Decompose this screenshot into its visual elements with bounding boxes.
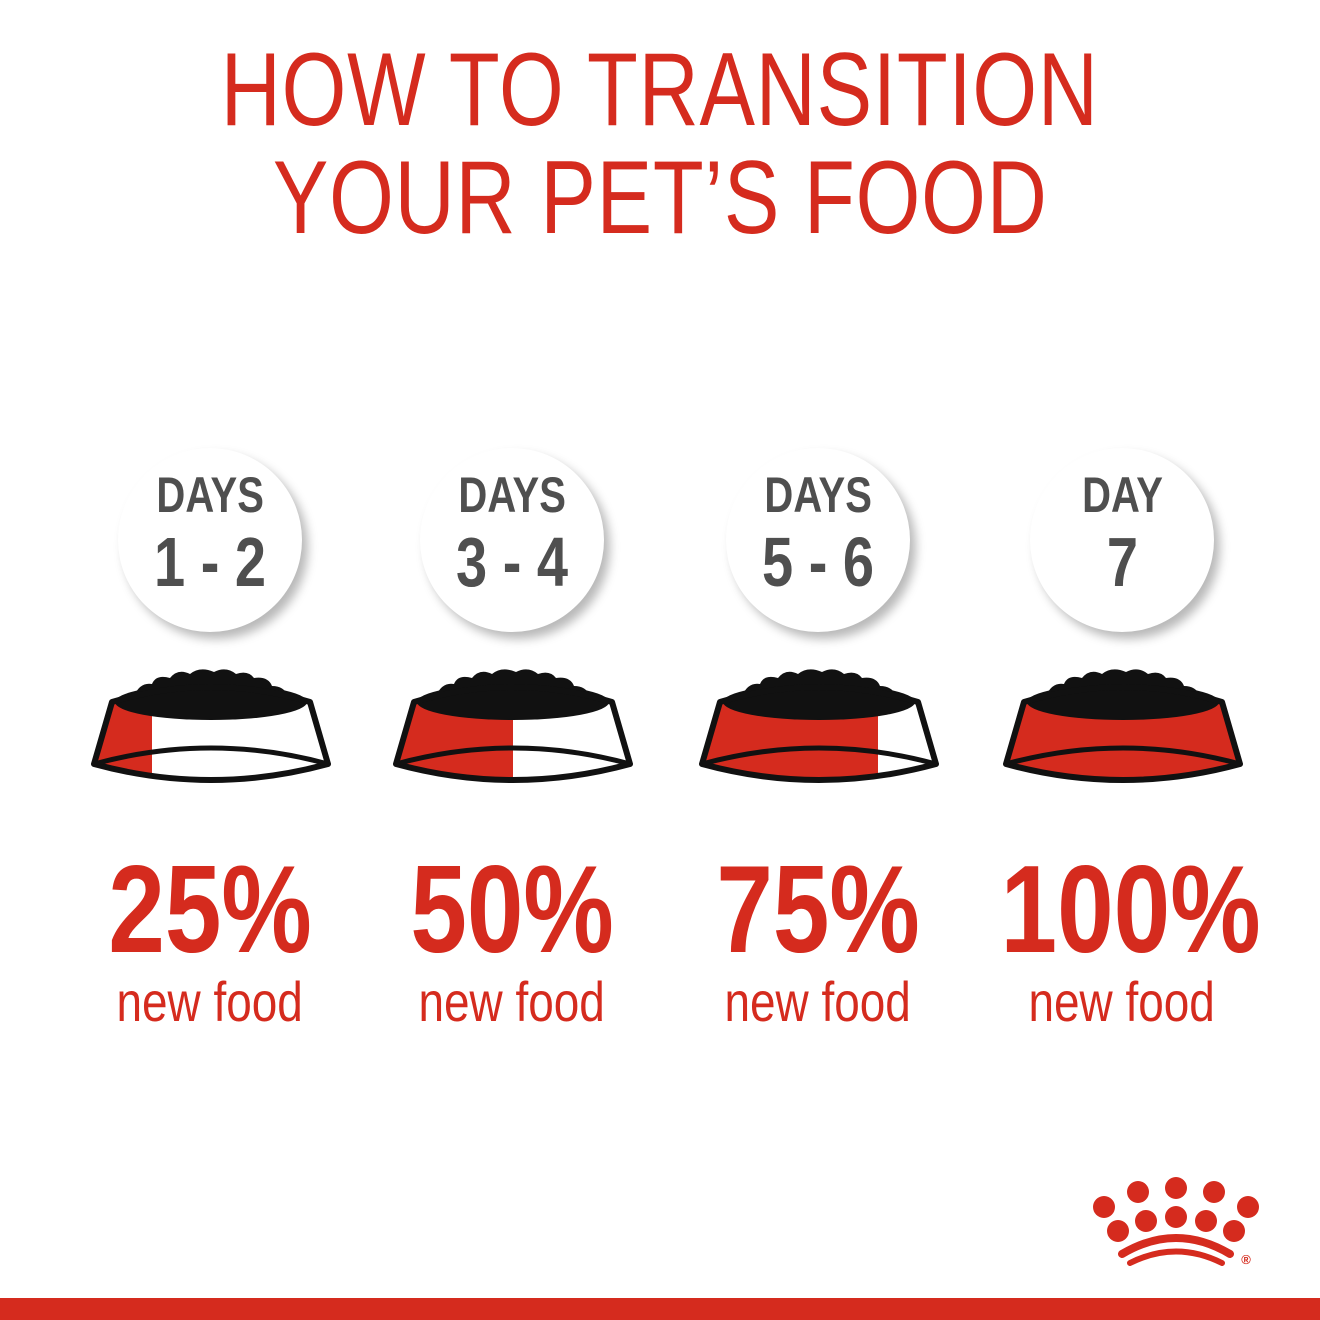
day-badge: DAYS 5 - 6 xyxy=(726,448,910,632)
day-range: 7 xyxy=(1106,523,1138,601)
day-badge: DAYS 3 - 4 xyxy=(420,448,604,632)
title-line-1: HOW TO TRANSITION xyxy=(220,32,1100,148)
day-label: DAY xyxy=(1081,467,1163,523)
new-food-caption: new food xyxy=(1028,970,1216,1033)
food-bowl-icon xyxy=(699,669,939,783)
new-food-percent: 25% xyxy=(108,841,312,979)
day-badge: DAY 7 xyxy=(1030,448,1214,632)
transition-step: DAYS 3 - 4 50% new food xyxy=(362,0,662,1100)
new-food-caption: new food xyxy=(724,970,912,1033)
new-food-percent: 100% xyxy=(1000,841,1261,979)
title-line-2: YOUR PET’S FOOD xyxy=(272,140,1048,256)
day-range: 5 - 6 xyxy=(761,523,875,601)
day-range: 3 - 4 xyxy=(455,523,569,601)
food-bowl-icon xyxy=(393,669,633,783)
transition-step: DAY 7 100% new food xyxy=(972,0,1272,1100)
day-label: DAYS xyxy=(156,467,264,523)
bottom-brand-bar xyxy=(0,1298,1320,1320)
day-label: DAYS xyxy=(764,467,872,523)
day-range: 1 - 2 xyxy=(153,523,267,601)
royal-canin-crown-logo-icon: ® xyxy=(1093,1177,1259,1266)
day-label: DAYS xyxy=(458,467,566,523)
new-food-percent: 50% xyxy=(410,841,614,979)
day-badge: DAYS 1 - 2 xyxy=(118,448,302,632)
new-food-caption: new food xyxy=(116,970,304,1033)
food-bowl-icon xyxy=(91,669,331,783)
new-food-caption: new food xyxy=(418,970,606,1033)
transition-step: DAYS 5 - 6 75% new food xyxy=(668,0,968,1100)
transition-step: DAYS 1 - 2 25% new food xyxy=(60,0,360,1100)
food-bowl-icon xyxy=(1003,669,1243,783)
new-food-percent: 75% xyxy=(716,841,920,979)
svg-text:®: ® xyxy=(1241,1252,1251,1266)
